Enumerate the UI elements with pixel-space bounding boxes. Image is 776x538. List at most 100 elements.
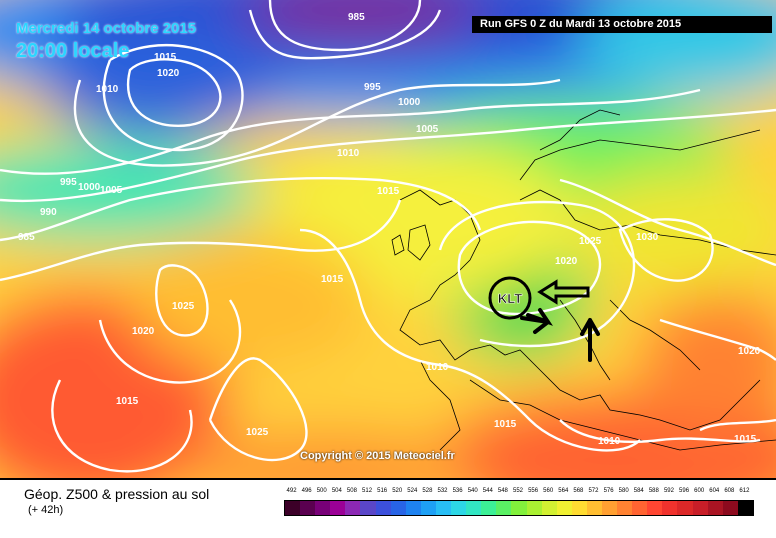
weather-map: 985 1015 1020 1010 995 1000 1005 1010 99… <box>0 0 776 478</box>
scale-tick-label: 492 <box>286 488 297 494</box>
scale-tick-label: 552 <box>512 488 523 494</box>
product-title: Géop. Z500 & pression au sol <box>24 486 210 502</box>
scale-tick-label: 568 <box>573 488 584 494</box>
klt-annotation: KLT <box>488 276 600 362</box>
low-circle <box>488 276 532 320</box>
scale-swatch <box>300 501 316 515</box>
copyright-text: Copyright © 2015 Meteociel.fr <box>300 450 455 462</box>
scale-swatch <box>647 501 663 515</box>
isobar-label: 1010 <box>426 362 449 373</box>
isobar-label: 1000 <box>78 182 101 193</box>
isobar-label: 985 <box>18 232 35 243</box>
scale-tick-label: 560 <box>543 488 554 494</box>
scale-tick-label: 524 <box>407 488 418 494</box>
isobar-label: 1005 <box>100 185 123 196</box>
scale-swatch <box>330 501 346 515</box>
scale-tick-label: 528 <box>422 488 433 494</box>
scale-swatch <box>375 501 391 515</box>
arrow-left-icon <box>537 279 590 305</box>
scale-tick-label: 520 <box>392 488 403 494</box>
arrow-up-icon <box>580 318 600 362</box>
scale-swatch <box>677 501 693 515</box>
scale-swatch <box>617 501 633 515</box>
scale-tick-label: 564 <box>558 488 569 494</box>
isobar-label: 990 <box>40 207 57 218</box>
scale-swatch <box>662 501 678 515</box>
scale-tick-label: 608 <box>724 488 735 494</box>
scale-swatch <box>345 501 361 515</box>
scale-swatch <box>420 501 436 515</box>
scale-swatch <box>586 501 602 515</box>
isobar-label: 995 <box>60 177 77 188</box>
isobar-label: 1015 <box>154 52 177 63</box>
lead-time: (+ 42h) <box>28 504 64 516</box>
arrow-southeast-icon <box>520 308 553 334</box>
scale-tick-label: 580 <box>618 488 629 494</box>
scale-tick-label: 512 <box>362 488 373 494</box>
scale-tick-label: 532 <box>437 488 448 494</box>
scale-tick-labels: 492 496 500 504 508 512 516 520 524 528 532 536 540 5… <box>284 488 752 498</box>
scale-tick-label: 516 <box>377 488 388 494</box>
scale-tick-label: 592 <box>663 488 674 494</box>
scale-tick-label: 496 <box>301 488 312 494</box>
isobar-label: 1015 <box>494 419 517 430</box>
isobar-label: 1020 <box>555 256 578 267</box>
scale-tick-label: 576 <box>603 488 614 494</box>
run-banner: Run GFS 0 Z du Mardi 13 octobre 2015 <box>472 16 772 33</box>
scale-swatch <box>722 501 738 515</box>
scale-swatch <box>435 501 452 515</box>
scale-tick-label: 584 <box>633 488 644 494</box>
isobar-label: 985 <box>348 12 365 23</box>
isobar-label: 1025 <box>172 301 195 312</box>
scale-swatch <box>360 501 376 515</box>
scale-swatch <box>481 501 497 515</box>
scale-swatch <box>571 501 587 515</box>
scale-tick-label: 500 <box>316 488 327 494</box>
isobar-label: 1010 <box>598 436 621 447</box>
isobar-label: 1005 <box>416 124 439 135</box>
scale-swatch <box>632 501 648 515</box>
isobar-label: 1030 <box>636 232 659 243</box>
scale-swatch <box>737 501 753 515</box>
scale-swatch <box>451 501 467 515</box>
scale-swatch <box>315 501 331 515</box>
isobar-label: 1010 <box>96 84 119 95</box>
scale-tick-label: 556 <box>528 488 539 494</box>
isobar-label: 1020 <box>132 326 155 337</box>
z500-field <box>0 0 776 478</box>
legend-footer: Géop. Z500 & pression au sol (+ 42h) 492… <box>0 478 776 538</box>
isobar-label: 1025 <box>579 236 602 247</box>
scale-tick-label: 600 <box>694 488 705 494</box>
isobar-label: 1020 <box>157 68 180 79</box>
scale-tick-label: 504 <box>331 488 342 494</box>
isobar-labels: 985 1015 1020 1010 995 1000 1005 1010 99… <box>18 12 761 447</box>
scale-tick-label: 588 <box>648 488 659 494</box>
isobar-label: 1025 <box>246 427 269 438</box>
scale-swatch <box>692 501 708 515</box>
isobar-label: 995 <box>364 82 381 93</box>
scale-swatch <box>526 501 542 515</box>
scale-tick-label: 612 <box>739 488 750 494</box>
scale-swatch <box>556 501 572 515</box>
scale-tick-label: 508 <box>346 488 357 494</box>
isobar-label: 1000 <box>398 97 421 108</box>
scale-swatch <box>601 501 618 515</box>
scale-swatch <box>511 501 527 515</box>
scale-tick-label: 572 <box>588 488 599 494</box>
scale-tick-label: 604 <box>709 488 720 494</box>
color-scale-bar <box>284 500 754 516</box>
forecast-time: 20:00 locale <box>16 40 130 62</box>
isobars <box>0 0 776 471</box>
isobar-label: 1015 <box>321 274 344 285</box>
scale-tick-label: 544 <box>482 488 493 494</box>
isobar-label: 1010 <box>337 148 360 159</box>
scale-tick-label: 540 <box>467 488 478 494</box>
forecast-date: Mercredi 14 octobre 2015 <box>16 20 197 37</box>
isobar-label: 1015 <box>116 396 139 407</box>
isobar-label: 1015 <box>734 434 757 445</box>
scale-swatch <box>466 501 482 515</box>
scale-swatch <box>285 501 301 515</box>
scale-swatch <box>390 501 406 515</box>
isobar-label: 1020 <box>738 346 761 357</box>
scale-swatch <box>496 501 512 515</box>
